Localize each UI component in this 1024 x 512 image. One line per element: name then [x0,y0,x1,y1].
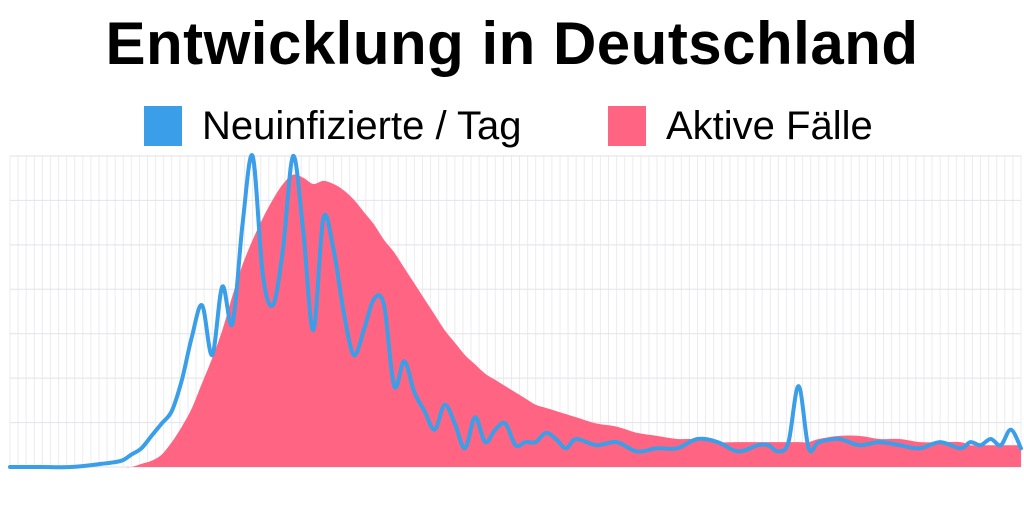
area-layer [10,174,1021,468]
legend-label-neuinfizierte: Neuinfizierte / Tag [202,104,522,148]
legend-swatch-neuinfizierte [144,106,182,146]
series-line-neuinfizierte-tag [8,153,1023,470]
legend: Neuinfizierte / Tag Aktive Fälle [0,100,1024,152]
chart-title: Entwicklung in Deutschland [105,10,919,77]
legend-swatch-aktive-faelle [608,106,646,146]
legend-label-aktive-faelle: Aktive Fälle [666,104,873,148]
legend-item-neuinfizierte: Neuinfizierte / Tag [144,100,521,152]
chart-plot-area [8,153,1023,470]
line-layer [8,153,1023,470]
series-area-aktive-f-lle [10,174,1021,468]
legend-item-aktive-faelle: Aktive Fälle [608,100,873,152]
